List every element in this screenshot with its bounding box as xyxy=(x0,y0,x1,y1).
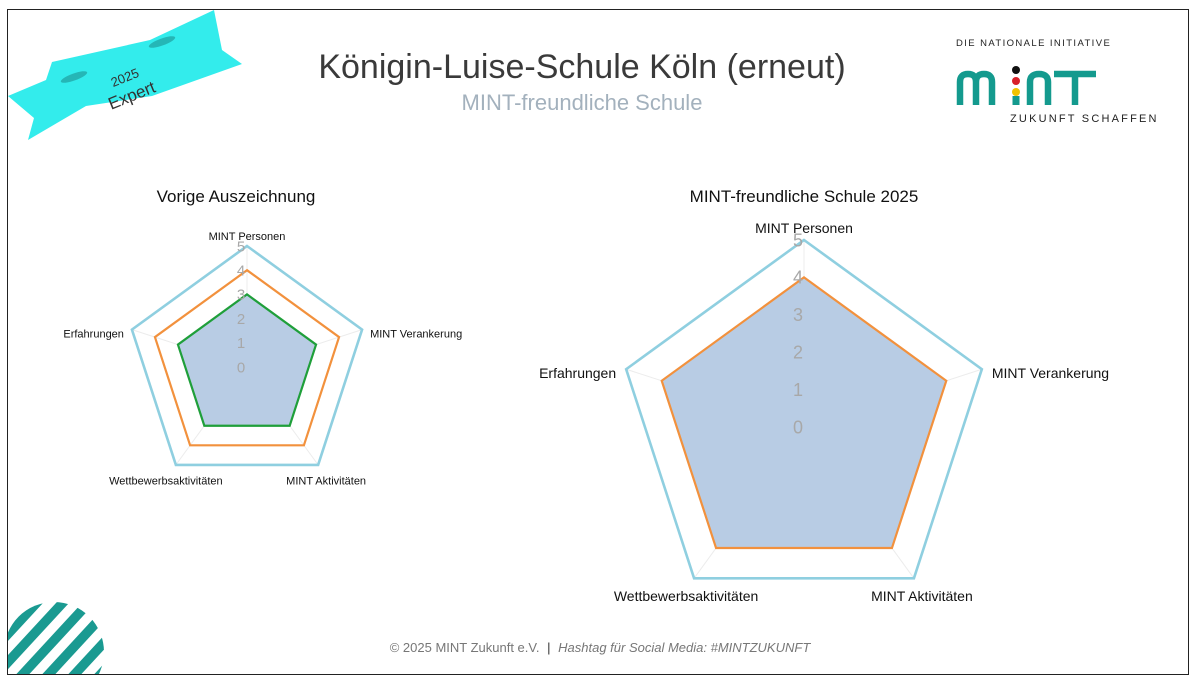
logo-bottom-text: ZUKUNFT SCHAFFEN xyxy=(1010,113,1159,125)
footer-copyright: © 2025 MINT Zukunft e.V. xyxy=(389,640,540,655)
page-subtitle: MINT-freundliche Schule xyxy=(461,90,703,115)
decor-stripe xyxy=(8,602,104,674)
logo-wordmark xyxy=(956,70,1096,105)
footer-separator: | xyxy=(547,640,551,655)
logo-i-stem xyxy=(1012,96,1020,105)
decor-stripe xyxy=(8,602,81,674)
mint-logo: DIE NATIONALE INITIATIVE ZUKUNFT SCHAFFE… xyxy=(956,38,1159,125)
ribbon-fold-left xyxy=(60,71,88,83)
decor-stripe xyxy=(8,602,55,674)
ribbon-shape xyxy=(8,10,242,140)
logo-dot-red xyxy=(1012,77,1020,85)
footer-hashtag: Hashtag für Social Media: #MINTZUKUNFT xyxy=(558,640,811,655)
logo-dot-black xyxy=(1012,66,1020,74)
decor-stripe xyxy=(26,602,104,674)
expert-ribbon: 2025 Expert xyxy=(8,10,242,140)
ribbon-fold-right xyxy=(148,36,176,48)
footer: © 2025 MINT Zukunft e.V. | Hashtag für S… xyxy=(0,640,1200,655)
page-title: Königin-Luise-Schule Köln (erneut) xyxy=(318,48,846,86)
logo-top-text: DIE NATIONALE INITIATIVE xyxy=(956,38,1111,49)
logo-dot-yellow xyxy=(1012,88,1020,96)
slide-frame xyxy=(7,9,1189,675)
